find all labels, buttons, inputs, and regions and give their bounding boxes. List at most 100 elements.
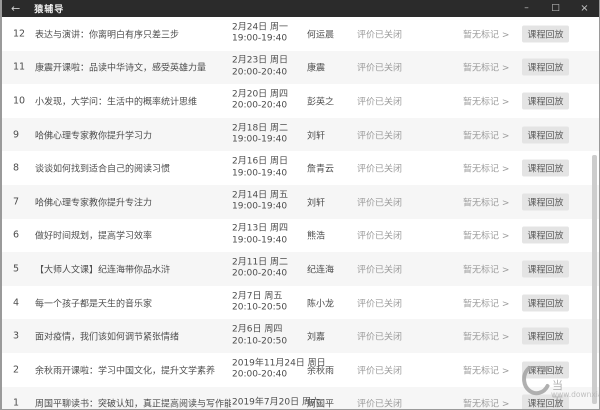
evaluation-status: 评价已关闭 bbox=[357, 399, 403, 410]
course-title: 小发现，大学问：生活中的概率统计思维 bbox=[35, 97, 198, 108]
course-date: 2019年11月24日 周日 bbox=[232, 358, 326, 369]
course-row: 3 面对疫情，我们该如何调节紧张情绪 2月6日 周四 20:10-20:50 刘… bbox=[2, 319, 599, 353]
evaluation-status: 评价已关闭 bbox=[357, 97, 403, 108]
course-index: 2 bbox=[13, 364, 20, 376]
course-teacher: 康震 bbox=[307, 63, 326, 74]
course-teacher: 陈小龙 bbox=[307, 299, 335, 310]
replay-button[interactable]: 课程回放 bbox=[522, 193, 569, 211]
replay-button[interactable]: 课程回放 bbox=[522, 126, 569, 144]
replay-button[interactable]: 课程回放 bbox=[522, 394, 569, 409]
evaluation-status: 评价已关闭 bbox=[357, 366, 403, 377]
course-title: 哈佛心理专家教你提升学习力 bbox=[35, 131, 153, 142]
course-row: 4 每一个孩子都是天生的音乐家 2月7日 周五 20:10-20:50 陈小龙 … bbox=[2, 285, 599, 320]
replay-button[interactable]: 课程回放 bbox=[522, 159, 569, 177]
course-title: 每一个孩子都是天生的音乐家 bbox=[35, 299, 153, 310]
mark-link[interactable]: 暂无标记 > bbox=[463, 399, 510, 410]
scrollbar-thumb[interactable] bbox=[592, 155, 597, 404]
course-row: 5 【大师人文课】纪连海带你品水浒 2月11日 周二 20:00-20:40 纪… bbox=[2, 252, 599, 286]
course-teacher: 刘轩 bbox=[307, 198, 326, 209]
replay-button[interactable]: 课程回放 bbox=[522, 260, 569, 278]
evaluation-status: 评价已关闭 bbox=[357, 265, 403, 276]
course-time: 20:00-20:40 bbox=[232, 369, 288, 380]
course-time: 19:00-19:40 bbox=[232, 33, 288, 44]
mark-link[interactable]: 暂无标记 > bbox=[463, 97, 510, 108]
course-row: 11 康震开课啦：品读中华诗文，感受英雄力量 2月23日 周日 20:00-20… bbox=[2, 50, 599, 85]
course-title: 谈谈如何找到适合自己的阅读习惯 bbox=[35, 164, 171, 175]
evaluation-status: 评价已关闭 bbox=[357, 131, 403, 142]
course-row: 10 小发现，大学问：生活中的概率统计思维 2月20日 周四 20:00-20:… bbox=[2, 84, 599, 118]
course-index: 11 bbox=[13, 61, 26, 73]
course-index: 6 bbox=[13, 229, 20, 241]
course-time: 20:10-20:50 bbox=[232, 302, 288, 313]
close-button[interactable]: × bbox=[580, 3, 589, 14]
titlebar: ← 猿辅导 – □ × bbox=[2, 0, 599, 17]
course-date: 2019年7月20日 周六 bbox=[232, 397, 320, 408]
replay-button[interactable]: 课程回放 bbox=[522, 294, 569, 312]
course-teacher: 余秋雨 bbox=[307, 366, 335, 377]
course-date: 2月24日 周一 bbox=[232, 22, 289, 33]
course-teacher: 刘嘉 bbox=[307, 332, 326, 343]
mark-link[interactable]: 暂无标记 > bbox=[463, 131, 510, 142]
mark-link[interactable]: 暂无标记 > bbox=[463, 164, 510, 175]
course-datetime: 2月7日 周五 20:10-20:50 bbox=[232, 291, 334, 314]
mark-link[interactable]: 暂无标记 > bbox=[463, 231, 510, 242]
course-date: 2月7日 周五 bbox=[232, 291, 283, 302]
course-row: 1 周国平聊读书：突破认知，真正提高阅读与写作能力 2019年7月20日 周六 … bbox=[2, 386, 599, 410]
course-teacher: 纪连海 bbox=[307, 265, 335, 276]
replay-button[interactable]: 课程回放 bbox=[522, 361, 569, 379]
course-time: 19:00-19:40 bbox=[232, 134, 288, 145]
course-date: 2月23日 周日 bbox=[232, 55, 289, 66]
evaluation-status: 评价已关闭 bbox=[357, 231, 403, 242]
course-time: 20:10-20:50 bbox=[232, 336, 288, 347]
window-controls: – □ × bbox=[512, 0, 599, 17]
course-time: 19:00-19:40 bbox=[232, 168, 288, 179]
minimize-button[interactable]: – bbox=[524, 3, 529, 13]
mark-link[interactable]: 暂无标记 > bbox=[463, 30, 510, 41]
course-title: 【大师人文课】纪连海带你品水浒 bbox=[35, 265, 171, 276]
course-index: 5 bbox=[13, 263, 20, 275]
mark-link[interactable]: 暂无标记 > bbox=[463, 332, 510, 343]
replay-button[interactable]: 课程回放 bbox=[522, 226, 569, 244]
mark-link[interactable]: 暂无标记 > bbox=[463, 265, 510, 276]
back-icon[interactable]: ← bbox=[11, 2, 21, 15]
maximize-button[interactable]: □ bbox=[551, 3, 560, 13]
course-date: 2月14日 周五 bbox=[232, 190, 289, 201]
course-datetime: 2月18日 周二 19:00-19:40 bbox=[232, 123, 334, 146]
course-row: 8 谈谈如何找到适合自己的阅读习惯 2月16日 周日 19:00-19:40 詹… bbox=[2, 151, 599, 185]
evaluation-status: 评价已关闭 bbox=[357, 164, 403, 175]
course-time: 19:00-19:40 bbox=[232, 235, 288, 246]
course-index: 12 bbox=[13, 28, 26, 40]
replay-button[interactable]: 课程回放 bbox=[522, 327, 569, 345]
course-teacher: 熊浩 bbox=[307, 231, 326, 242]
course-index: 8 bbox=[13, 162, 20, 174]
course-row: 12 表达与演讲：你离明白有序只差三步 2月24日 周一 19:00-19:40… bbox=[2, 17, 599, 51]
course-index: 7 bbox=[13, 196, 20, 208]
course-teacher: 詹青云 bbox=[307, 164, 335, 175]
course-row: 2 余秋雨开课啦：学习中国文化，提升文学素养 2019年11月24日 周日 20… bbox=[2, 352, 599, 387]
replay-button[interactable]: 课程回放 bbox=[522, 92, 569, 110]
course-date: 2月18日 周二 bbox=[232, 123, 289, 134]
course-teacher: 周国平 bbox=[307, 399, 335, 410]
course-index: 9 bbox=[13, 129, 20, 141]
mark-link[interactable]: 暂无标记 > bbox=[463, 63, 510, 74]
course-title: 表达与演讲：你离明白有序只差三步 bbox=[35, 30, 180, 41]
evaluation-status: 评价已关闭 bbox=[357, 299, 403, 310]
course-row: 6 做好时间规划，提高学习效率 2月13日 周四 19:00-19:40 熊浩 … bbox=[2, 218, 599, 253]
course-datetime: 2019年11月24日 周日 20:00-20:40 bbox=[232, 358, 334, 381]
course-title: 周国平聊读书：突破认知，真正提高阅读与写作能力 bbox=[35, 399, 231, 410]
course-datetime: 2019年7月20日 周六 bbox=[232, 397, 334, 409]
course-title: 康震开课啦：品读中华诗文，感受英雄力量 bbox=[35, 63, 207, 74]
mark-link[interactable]: 暂无标记 > bbox=[463, 299, 510, 310]
evaluation-status: 评价已关闭 bbox=[357, 30, 403, 41]
course-title: 面对疫情，我们该如何调节紧张情绪 bbox=[35, 332, 180, 343]
replay-button[interactable]: 课程回放 bbox=[522, 58, 569, 76]
course-title: 做好时间规划，提高学习效率 bbox=[35, 231, 153, 242]
mark-link[interactable]: 暂无标记 > bbox=[463, 366, 510, 377]
course-time: 19:00-19:40 bbox=[232, 201, 288, 212]
replay-button[interactable]: 课程回放 bbox=[522, 25, 569, 43]
course-datetime: 2月6日 周四 20:10-20:50 bbox=[232, 325, 334, 348]
course-index: 3 bbox=[13, 330, 20, 342]
course-teacher: 彭英之 bbox=[307, 97, 335, 108]
mark-link[interactable]: 暂无标记 > bbox=[463, 198, 510, 209]
